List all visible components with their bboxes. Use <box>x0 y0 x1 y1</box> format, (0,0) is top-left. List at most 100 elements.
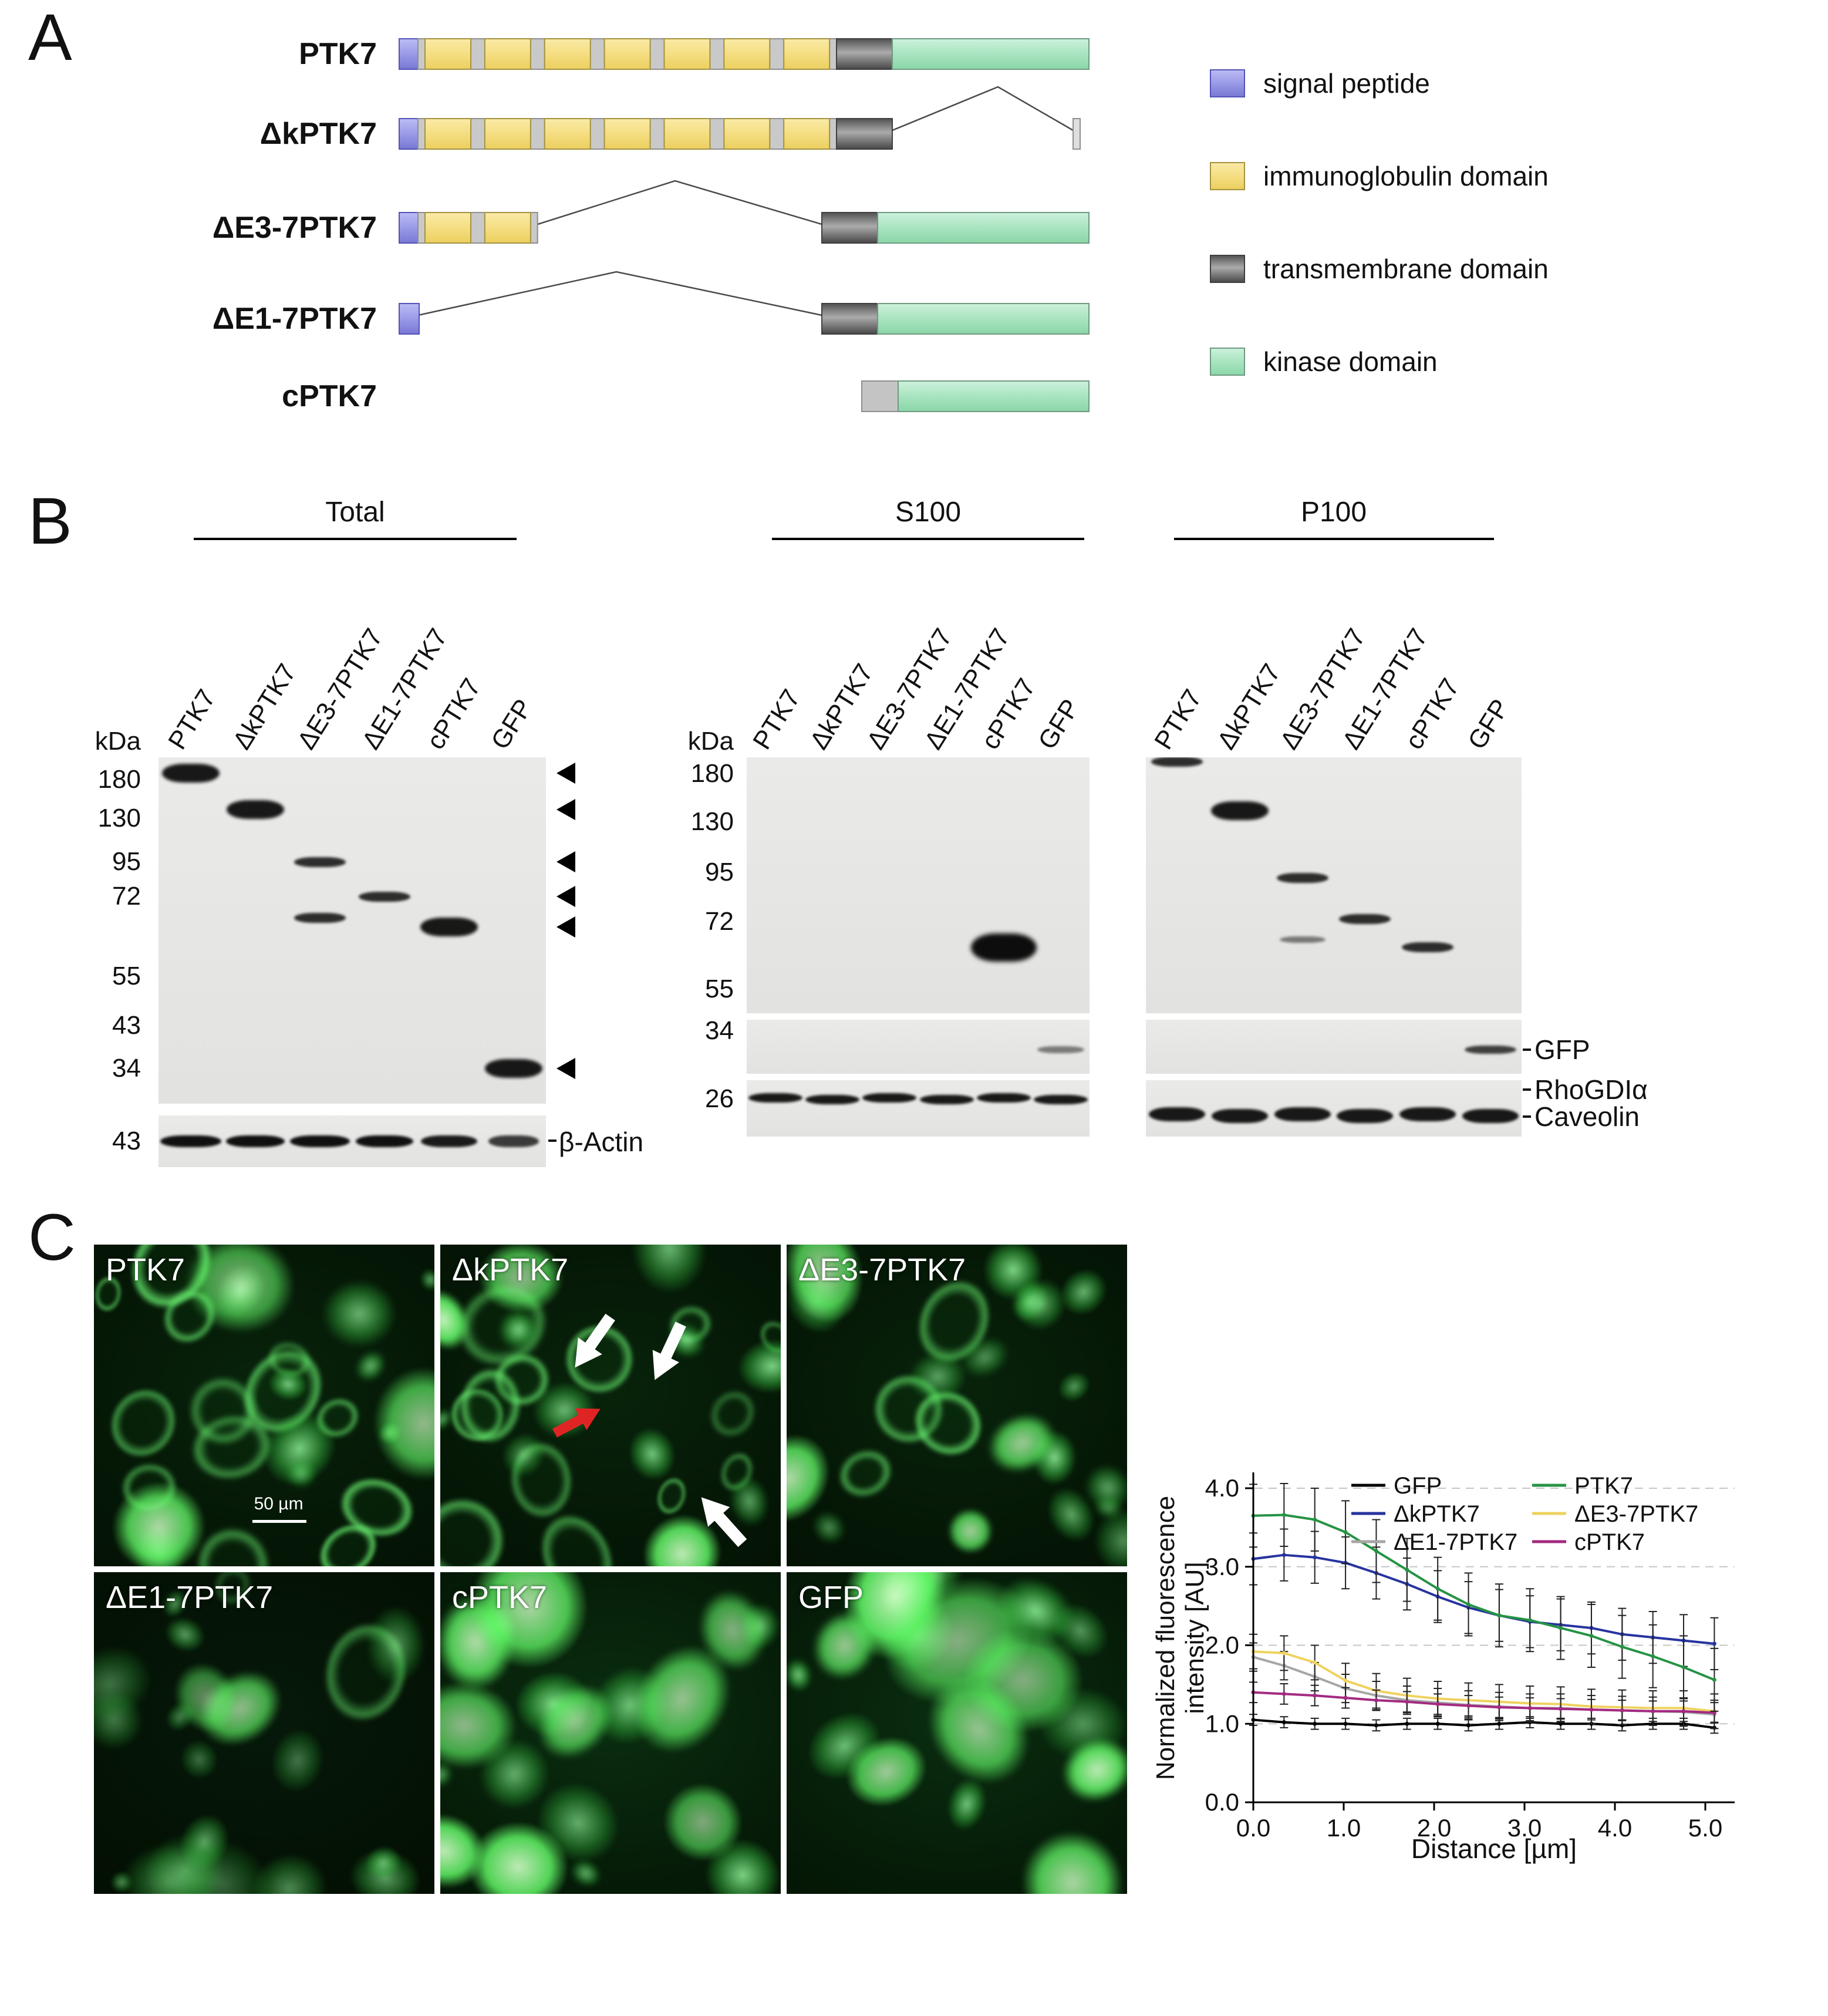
kinase-segment <box>892 38 1090 70</box>
series-line <box>1252 1650 1716 1712</box>
panel-c-letter: C <box>28 1201 76 1274</box>
actin-label-dash <box>548 1140 557 1142</box>
kda-marker: 55 <box>705 975 734 1003</box>
transmembrane-segment <box>821 303 878 335</box>
legend-entry: GFP <box>1394 1473 1442 1499</box>
actin-band <box>226 1135 285 1147</box>
marker-band <box>805 1095 859 1104</box>
data-point <box>1313 1721 1317 1726</box>
data-point <box>1343 1721 1348 1726</box>
immunoglobulin-segment <box>783 118 831 150</box>
construct-name: cPTK7 <box>282 379 377 413</box>
x-tick-label: 5.0 <box>1688 1814 1722 1842</box>
blot-group-title: S100 <box>895 497 962 528</box>
microscopy-image-5: cPTK7 <box>440 1572 781 1894</box>
blot-p100-marker-strip <box>1146 1080 1522 1137</box>
legend-entry: PTK7 <box>1574 1473 1633 1499</box>
blot-band <box>1339 914 1391 925</box>
data-point <box>1281 1720 1286 1725</box>
immunoglobulin-segment <box>783 38 831 70</box>
data-point <box>1497 1705 1502 1710</box>
band-arrowhead-icon <box>557 1058 575 1079</box>
image-label: PTK7 <box>106 1252 186 1287</box>
gfp-band <box>1464 1046 1516 1054</box>
immunoglobulin-segment <box>663 38 711 70</box>
legend-entry: ΔE1-7PTK7 <box>1394 1529 1517 1555</box>
data-point <box>1559 1707 1563 1711</box>
panel-b-letter: B <box>28 484 72 558</box>
data-point <box>1651 1709 1655 1714</box>
legend-label: immunoglobulin domain <box>1263 161 1549 191</box>
actin-band <box>356 1135 413 1147</box>
kda-unit: kDa <box>687 727 734 756</box>
construct-name: PTK7 <box>299 37 377 71</box>
data-point <box>1343 1530 1348 1535</box>
microscopy-image-1: PTK7 50 µm <box>94 1245 434 1566</box>
microscopy-image-6: GFP <box>787 1572 1127 1894</box>
immunoglobulin-segment <box>723 38 771 70</box>
lane-label-text: GFP <box>485 694 538 755</box>
kda-marker: 130 <box>97 804 141 832</box>
y-axis-label: intensity [AU] <box>1181 1562 1209 1714</box>
deleted-region-line <box>892 86 1074 132</box>
marker-band <box>1274 1107 1331 1121</box>
data-point <box>1435 1702 1440 1707</box>
series-line <box>1252 1718 1716 1729</box>
blot-p100 <box>1146 757 1522 1013</box>
band-arrowhead-icon <box>557 916 575 938</box>
gfp-row-label-dash <box>1523 1049 1531 1051</box>
blot-p100-gfp-strip <box>1146 1020 1522 1074</box>
immunoglobulin-segment <box>603 118 651 150</box>
lane-label-text: cPTK7 <box>421 673 487 755</box>
red-arrow-icon <box>552 1408 601 1438</box>
blot-band <box>420 917 478 936</box>
kda-marker: 43 <box>112 1011 141 1040</box>
data-point <box>1589 1633 1594 1638</box>
legend-label: transmembrane domain <box>1263 254 1549 284</box>
band-arrowhead-icon <box>557 763 575 784</box>
blot-actin-strip <box>158 1115 546 1167</box>
signal-peptide-segment <box>399 118 420 150</box>
white-arrow-icon <box>575 1313 615 1368</box>
blot-band <box>1402 942 1453 953</box>
data-point <box>1313 1555 1317 1560</box>
data-point <box>1559 1626 1563 1630</box>
data-point <box>1497 1613 1502 1618</box>
marker-band <box>919 1095 974 1104</box>
marker-band <box>1399 1107 1456 1121</box>
data-point <box>1374 1698 1378 1703</box>
blot-group-underline <box>772 538 1084 540</box>
marker-band <box>1212 1109 1268 1123</box>
blot-band <box>1211 801 1269 821</box>
data-point <box>1527 1618 1532 1623</box>
deleted-region-line <box>537 180 822 225</box>
immunoglobulin-segment <box>723 118 771 150</box>
legend-swatch <box>1210 255 1245 283</box>
blot-group-title: Total <box>325 497 385 528</box>
fluorescence-chart: 0.0 1.0 2.0 3.0 4.0 5.0 0.0 1.0 2.0 3.0 4.0 Distanc… <box>1151 1472 1735 1864</box>
image-label: cPTK7 <box>452 1580 548 1615</box>
data-point <box>1712 1677 1716 1682</box>
kda-unit: kDa <box>95 727 141 756</box>
blot-band <box>162 764 220 783</box>
y-tick-label: 1.0 <box>1205 1710 1239 1737</box>
lane-label-text: GFP <box>1462 694 1515 755</box>
rhogdi-row-label-dash <box>1523 1088 1531 1091</box>
data-point <box>1281 1691 1286 1696</box>
signal-peptide-segment <box>399 212 420 244</box>
data-point <box>1497 1721 1502 1726</box>
legend-label: signal peptide <box>1263 68 1430 99</box>
legend-swatch <box>1210 162 1245 190</box>
data-point <box>1466 1703 1471 1708</box>
actin-label: β-Actin <box>559 1127 644 1157</box>
actin-band <box>160 1135 221 1147</box>
legend-entry: ΔkPTK7 <box>1394 1501 1480 1527</box>
construct-name: ΔE3-7PTK7 <box>213 211 377 245</box>
kda-marker: 180 <box>690 759 734 788</box>
lane-label-text: PTK7 <box>163 684 222 755</box>
kda-marker: 43 <box>112 1127 141 1155</box>
kinase-segment <box>898 380 1090 412</box>
marker-band <box>1034 1095 1088 1104</box>
cell-blob <box>308 1267 410 1360</box>
construct-name: ΔkPTK7 <box>260 117 377 151</box>
